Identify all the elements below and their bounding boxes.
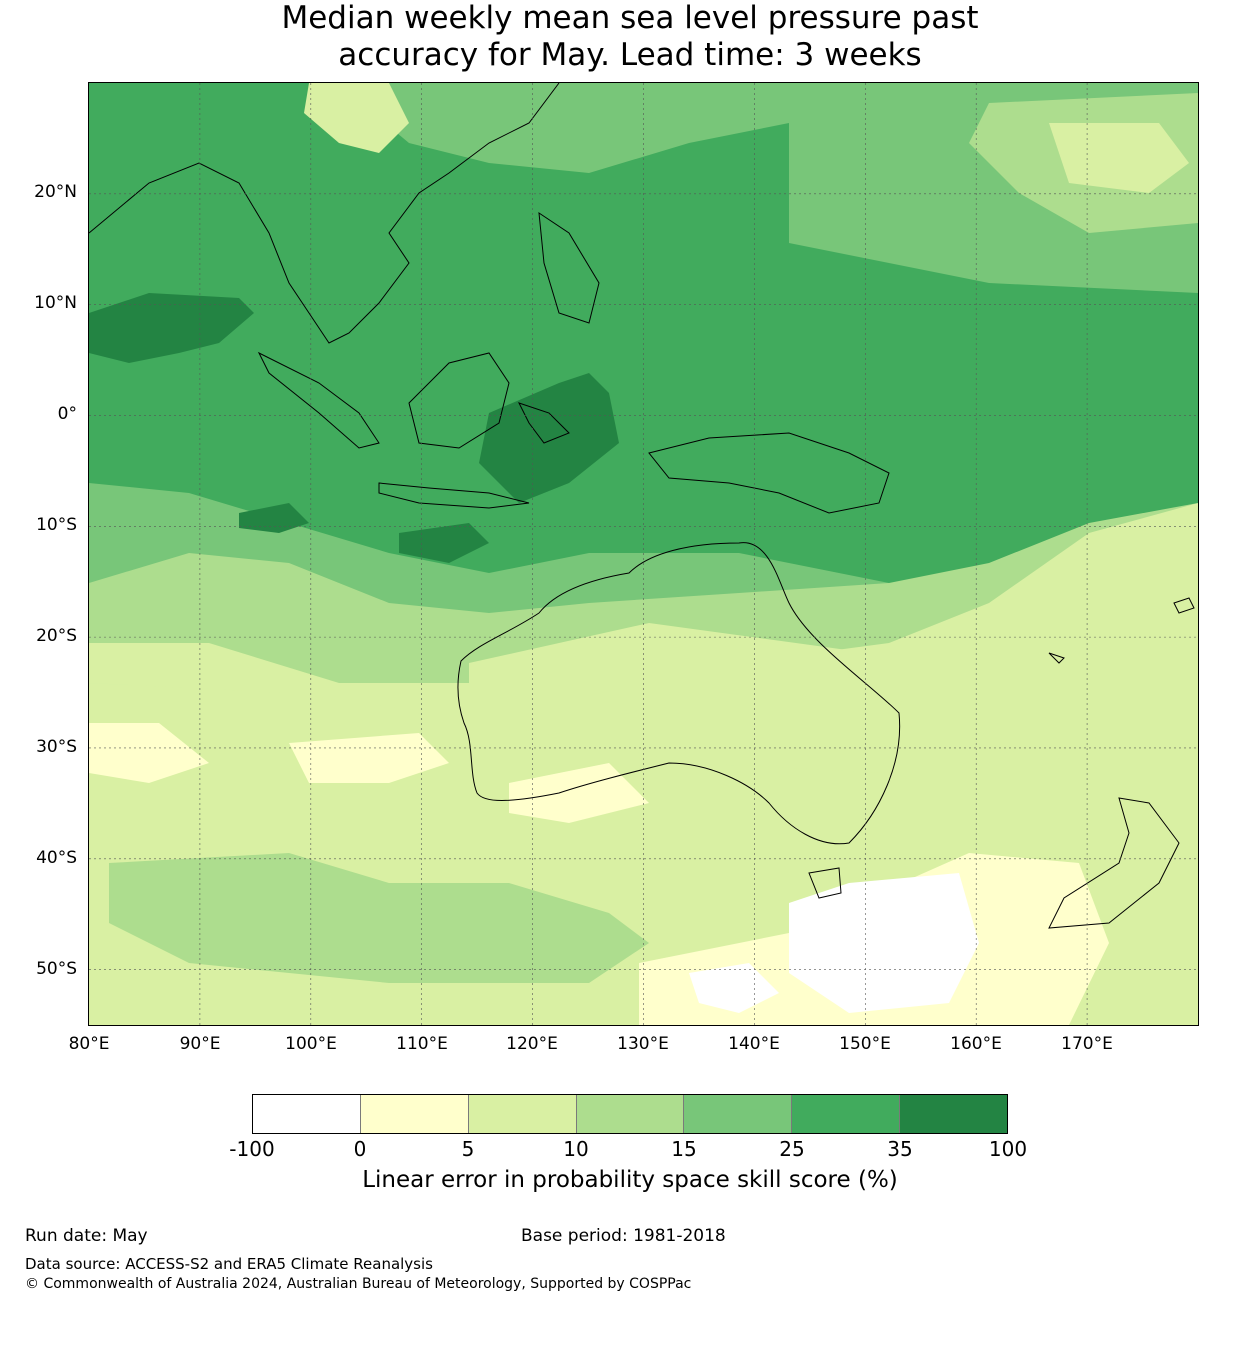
lon-tick-130e: 130°E	[617, 1034, 669, 1054]
lon-tick-100e: 100°E	[285, 1034, 337, 1054]
lon-tick-110e: 110°E	[396, 1034, 448, 1054]
colorbar-segment-1	[253, 1095, 361, 1133]
colorbar-tick: 100	[988, 1137, 1028, 1161]
coastlines	[89, 83, 1195, 929]
asia-coastline	[89, 83, 560, 344]
lat-tick-20n: 20°N	[34, 182, 77, 202]
run-date: Run date: May	[25, 1226, 148, 1246]
colorbar-segment-5	[684, 1095, 793, 1133]
colorbar-tick: -100	[229, 1137, 275, 1161]
colorbar-tick: 35	[887, 1137, 913, 1161]
colorbar-segment-7	[900, 1095, 1008, 1133]
colorbar-segment-4	[576, 1095, 685, 1133]
colorbar-tick: 25	[779, 1137, 805, 1161]
lon-tick-120e: 120°E	[506, 1034, 558, 1054]
lon-tick-170e: 170°E	[1061, 1034, 1113, 1054]
lat-tick-50s: 50°S	[36, 959, 77, 979]
title-line-1: Median weekly mean sea level pressure pa…	[281, 0, 979, 36]
borneo-coastline	[408, 352, 510, 449]
pacific-islands-coastline	[1048, 597, 1195, 664]
colorbar-segment-3	[468, 1095, 577, 1133]
australia-coastline	[457, 542, 901, 845]
lon-tick-90e: 90°E	[179, 1034, 221, 1054]
lat-tick-40s: 40°S	[36, 848, 77, 868]
sulawesi-coastline	[518, 402, 570, 444]
colorbar-tick: 0	[353, 1137, 367, 1161]
chart-title: Median weekly mean sea level pressure pa…	[0, 0, 1260, 74]
title-line-2: accuracy for May. Lead time: 3 weeks	[338, 37, 922, 73]
colorbar	[252, 1094, 1008, 1134]
copyright: © Commonwealth of Australia 2024, Austra…	[25, 1276, 692, 1292]
lat-tick-20s: 20°S	[36, 626, 77, 646]
new-zealand-coastline	[1048, 797, 1180, 929]
colorbar-tick: 15	[671, 1137, 697, 1161]
skill-map	[88, 82, 1199, 1026]
base-period: Base period: 1981-2018	[521, 1226, 726, 1246]
sumatra-coastline	[257, 351, 380, 449]
lon-tick-150e: 150°E	[839, 1034, 891, 1054]
colorbar-tick: 5	[461, 1137, 475, 1161]
lon-tick-80e: 80°E	[68, 1034, 110, 1054]
graticule	[89, 83, 1198, 1025]
lat-tick-0: 0°	[57, 404, 77, 424]
lon-tick-140e: 140°E	[728, 1034, 780, 1054]
colorbar-label: Linear error in probability space skill …	[362, 1167, 898, 1193]
lat-tick-30s: 30°S	[36, 737, 77, 757]
tasmania-coastline	[808, 867, 842, 899]
lat-tick-10s: 10°S	[36, 515, 77, 535]
colorbar-tick: 10	[563, 1137, 589, 1161]
skill-map-svg	[89, 83, 1198, 1025]
java-coastline	[378, 482, 530, 509]
colorbar-segment-6	[792, 1095, 901, 1133]
lon-tick-160e: 160°E	[950, 1034, 1002, 1054]
data-source: Data source: ACCESS-S2 and ERA5 Climate …	[25, 1255, 433, 1273]
colorbar-segment-2	[360, 1095, 469, 1133]
new-guinea-coastline	[648, 432, 890, 514]
lat-tick-10n: 10°N	[34, 293, 77, 313]
philippines-coastline	[538, 211, 600, 324]
